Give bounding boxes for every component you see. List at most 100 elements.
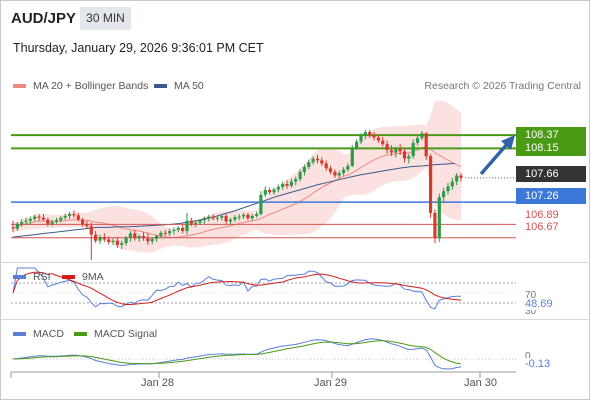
rsi-separator (0, 262, 590, 263)
rsi-ma-line (12, 271, 462, 305)
level-label-108-37: 108.37 (516, 127, 586, 143)
rsi-legend-swatch (13, 275, 26, 279)
candle-body (133, 233, 137, 239)
candle-body (54, 220, 59, 222)
candle-body (446, 186, 450, 192)
candle-body (328, 168, 333, 172)
candle-body (237, 216, 241, 218)
x-tick-jan30: Jan 30 (464, 377, 498, 389)
macd-legend-label: MACD (33, 328, 64, 340)
candle-body (185, 220, 189, 232)
level-label-108-15: 108.15 (516, 140, 586, 156)
forecast-arrow-head (501, 135, 515, 150)
candle-body (102, 237, 106, 240)
candle-body (20, 222, 24, 224)
candle-body (415, 138, 420, 143)
candle-body (289, 181, 293, 186)
candle-body (41, 217, 45, 220)
macd-signal-line (12, 340, 462, 365)
candle-body (337, 173, 341, 176)
candle-body (107, 239, 111, 242)
candle-body (68, 214, 72, 216)
candle-body (24, 220, 28, 222)
candle-body (81, 219, 85, 225)
macd-zero-tick: 0 (525, 351, 531, 362)
candle-body (411, 142, 415, 157)
candle-body (207, 216, 211, 218)
candle-body (407, 156, 411, 159)
rsi-tick-70: 70 (525, 290, 537, 301)
macd-legend-swatch (13, 332, 26, 336)
candle-body (189, 220, 193, 224)
candle-body (181, 228, 185, 231)
macd-signal-legend-swatch (74, 332, 87, 336)
candle-body (302, 167, 306, 172)
candle-body (420, 133, 424, 139)
rsi-legend-label: RSI (33, 271, 51, 283)
candle-body (211, 216, 215, 219)
rsi-ma-legend-label: 9MA (82, 271, 104, 283)
current-price-label: 107.66 (516, 166, 586, 182)
candle-body (442, 191, 446, 198)
macd-signal-legend-label: MACD Signal (94, 328, 158, 340)
candle-body (159, 232, 163, 236)
candle-body (168, 231, 172, 234)
candle-body (154, 235, 159, 239)
candle-body (115, 240, 119, 245)
candle-body (272, 189, 276, 193)
timeframe-badge[interactable]: 30 MIN (80, 7, 131, 30)
candle-body (394, 149, 398, 153)
ma20-legend-swatch (13, 84, 26, 88)
candle-body (389, 150, 393, 153)
macd-value-label: -0.13 (525, 358, 551, 370)
candle-body (120, 243, 124, 245)
candle-body (350, 147, 354, 166)
ma20-legend-label: MA 20 + Bollinger Bands (33, 80, 149, 92)
candle-body (224, 215, 228, 222)
candle-body (368, 132, 372, 136)
candle-body (315, 158, 320, 161)
candle-body (28, 219, 32, 221)
candle-body (11, 227, 15, 229)
candle-body (376, 137, 380, 141)
candle-body (455, 175, 459, 182)
candle-body (433, 212, 437, 239)
ma50-legend-swatch (154, 84, 167, 88)
forecast-arrow-shaft (479, 141, 510, 176)
credit-text: Research © 2026 Trading Central (424, 80, 581, 92)
candle-body (150, 238, 154, 242)
candle-body (381, 140, 385, 145)
candle-body (259, 194, 263, 215)
candle-body (241, 214, 246, 217)
candle-body (98, 237, 102, 241)
candle-body (276, 187, 280, 190)
candle-body (294, 179, 298, 182)
candle-body (363, 132, 367, 136)
rsi-line (12, 267, 461, 310)
candle-body (33, 216, 37, 219)
candle-body (268, 190, 272, 193)
rsi-value-label: 48.69 (525, 298, 553, 310)
candle-body (437, 197, 441, 239)
candle-body (46, 219, 50, 224)
candle-body (141, 235, 146, 239)
candle-body (194, 222, 198, 224)
candle-body (281, 184, 285, 187)
candle-body (128, 233, 132, 238)
candle-body (246, 214, 250, 219)
level-label-107-26: 107.26 (516, 188, 586, 204)
candle-body (402, 151, 407, 159)
candle-body (320, 160, 324, 164)
candle-body (72, 214, 76, 216)
candle-body (263, 190, 267, 195)
candle-body (76, 215, 80, 220)
symbol-title: AUD/JPY (11, 10, 77, 27)
candle-body (176, 228, 180, 230)
candle-body (15, 223, 19, 229)
candle-body (137, 235, 141, 239)
candle-body (355, 141, 359, 148)
candle-body (398, 149, 402, 152)
candle-body (146, 238, 150, 242)
candle-body (459, 175, 463, 178)
